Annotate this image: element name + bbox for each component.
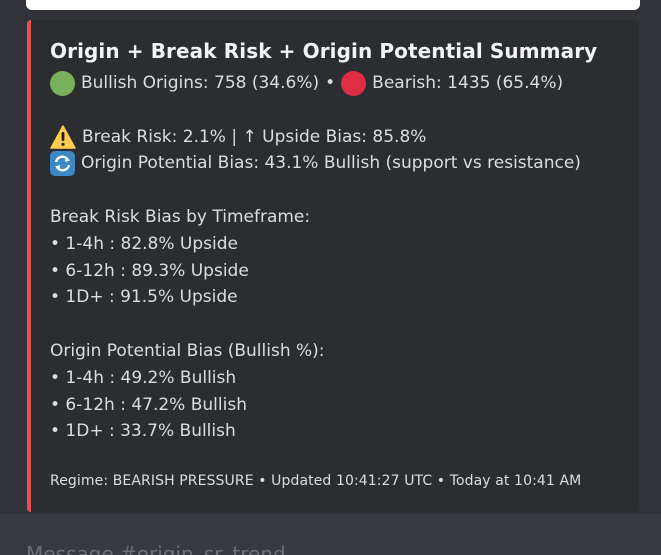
break-risk-text: Break Risk: 2.1% | ↑ Upside Bias: 85.8% — [82, 126, 427, 147]
list-item: • 6-12h : 47.2% Bullish — [50, 394, 247, 415]
break-risk-tf-heading: Break Risk Bias by Timeframe: — [50, 206, 311, 227]
bearish-origins-text: Bearish: 1435 (65.4%) — [372, 73, 564, 93]
origins-line: Bullish Origins: 758 (34.6%) • Bearish: … — [50, 70, 621, 97]
summary-embed: Origin + Break Risk + Origin Potential S… — [27, 20, 639, 512]
spacer — [50, 97, 621, 124]
embed-footer: Regime: BEARISH PRESSURE • Updated 10:41… — [50, 473, 582, 489]
list-item: • 1D+ : 33.7% Bullish — [50, 421, 236, 442]
spacer — [50, 177, 621, 204]
refresh-cycle-icon — [50, 151, 75, 177]
previous-message-embed — [26, 0, 640, 10]
list-item: • 1-4h : 49.2% Bullish — [50, 367, 237, 388]
origin-potential-heading: Origin Potential Bias (Bullish %): — [50, 340, 325, 361]
origin-potential-line: Origin Potential Bias: 43.1% Bullish (su… — [50, 150, 621, 177]
list-item: • 1-4h : 82.8% Upside — [50, 233, 238, 254]
green-circle-icon — [50, 70, 75, 96]
warning-icon — [50, 125, 76, 149]
embed-title: Origin + Break Risk + Origin Potential S… — [50, 39, 598, 63]
message-composer[interactable]: Message #origin_sr_trend — [0, 514, 661, 555]
break-risk-line: Break Risk: 2.1% | ↑ Upside Bias: 85.8% — [50, 124, 621, 151]
separator-dot: • — [325, 73, 336, 93]
red-circle-icon — [341, 70, 367, 96]
origin-potential-text: Origin Potential Bias: 43.1% Bullish (su… — [81, 153, 581, 174]
bullish-origins-text: Bullish Origins: 758 (34.6%) — [81, 73, 320, 93]
spacer — [50, 311, 621, 338]
list-item: • 1D+ : 91.5% Upside — [50, 287, 238, 308]
embed-description: Bullish Origins: 758 (34.6%) • Bearish: … — [50, 70, 621, 445]
list-item: • 6-12h : 89.3% Upside — [50, 260, 249, 281]
message-input[interactable]: Message #origin_sr_trend — [26, 542, 286, 555]
